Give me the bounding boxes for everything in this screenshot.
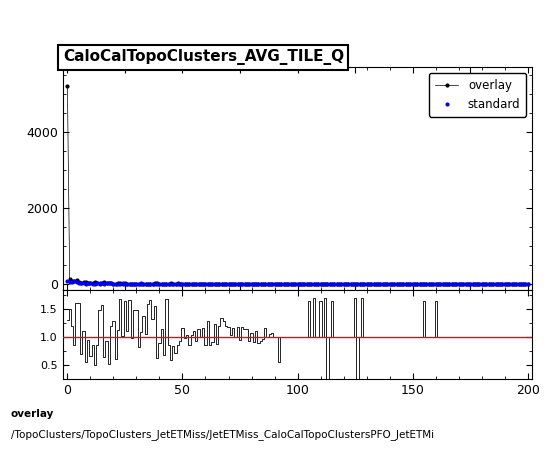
Legend: overlay, standard: overlay, standard [429,73,526,116]
standard [67,279,73,285]
overlay [315,281,322,287]
overlay [488,281,494,287]
standard [317,281,324,287]
Line: standard: standard [66,279,530,286]
standard [108,280,115,286]
overlay [67,277,73,282]
Text: CaloCalTopoClusters_AVG_TILE_Q: CaloCalTopoClusters_AVG_TILE_Q [63,49,344,66]
standard [262,281,269,287]
standard [525,281,531,286]
Text: /TopoClusters/TopoClusters_JetETMiss/JetETMiss_CaloCalTopoClustersPFO_JetETMi: /TopoClusters/TopoClusters_JetETMiss/Jet… [11,429,434,440]
standard [64,278,70,284]
Line: overlay: overlay [66,84,530,286]
overlay [232,281,239,287]
overlay [260,281,266,286]
overlay [525,281,531,286]
standard [248,281,255,287]
overlay [105,281,112,286]
standard [234,281,241,287]
overlay [64,83,70,89]
standard [490,281,496,286]
overlay [248,281,255,287]
Text: overlay: overlay [11,409,54,419]
standard [71,278,78,284]
